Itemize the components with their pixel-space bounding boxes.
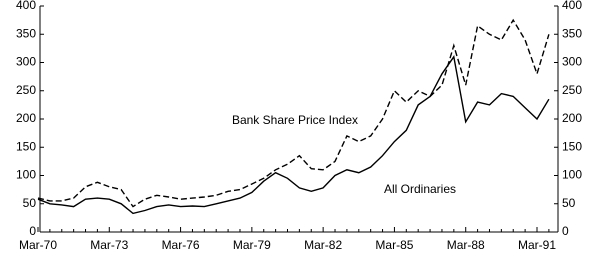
x-tick-label: Mar-70 — [19, 238, 57, 252]
y-tick-label: 0 — [29, 224, 36, 238]
y-tick-label: 200 — [16, 111, 36, 125]
x-tick-label: Mar-91 — [518, 238, 556, 252]
y2-tick-label: 400 — [562, 0, 582, 12]
y2-tick-label: 50 — [562, 196, 576, 210]
y2-tick-label: 300 — [562, 55, 582, 69]
x-tick-label: Mar-88 — [447, 238, 485, 252]
y-tick-label: 400 — [16, 0, 36, 12]
y2-tick-label: 200 — [562, 111, 582, 125]
x-tick-label: Mar-82 — [304, 238, 342, 252]
y-tick-label: 150 — [16, 139, 36, 153]
y2-tick-label: 250 — [562, 83, 582, 97]
x-tick-label: Mar-73 — [90, 238, 128, 252]
series-label: All Ordinaries — [384, 182, 456, 196]
series-label: Bank Share Price Index — [232, 113, 358, 127]
y2-tick-label: 0 — [562, 224, 569, 238]
x-tick-label: Mar-79 — [233, 238, 271, 252]
x-tick-label: Mar-85 — [375, 238, 413, 252]
series-line — [37, 18, 550, 208]
series-line — [37, 55, 550, 215]
x-tick-label: Mar-76 — [162, 238, 200, 252]
y-tick-label: 300 — [16, 55, 36, 69]
y-tick-label: 250 — [16, 83, 36, 97]
y-tick-label: 100 — [16, 168, 36, 182]
y2-tick-label: 100 — [562, 168, 582, 182]
y-tick-label: 50 — [23, 196, 37, 210]
y2-tick-label: 350 — [562, 26, 582, 40]
y-tick-label: 350 — [16, 26, 36, 40]
y2-tick-label: 150 — [562, 139, 582, 153]
